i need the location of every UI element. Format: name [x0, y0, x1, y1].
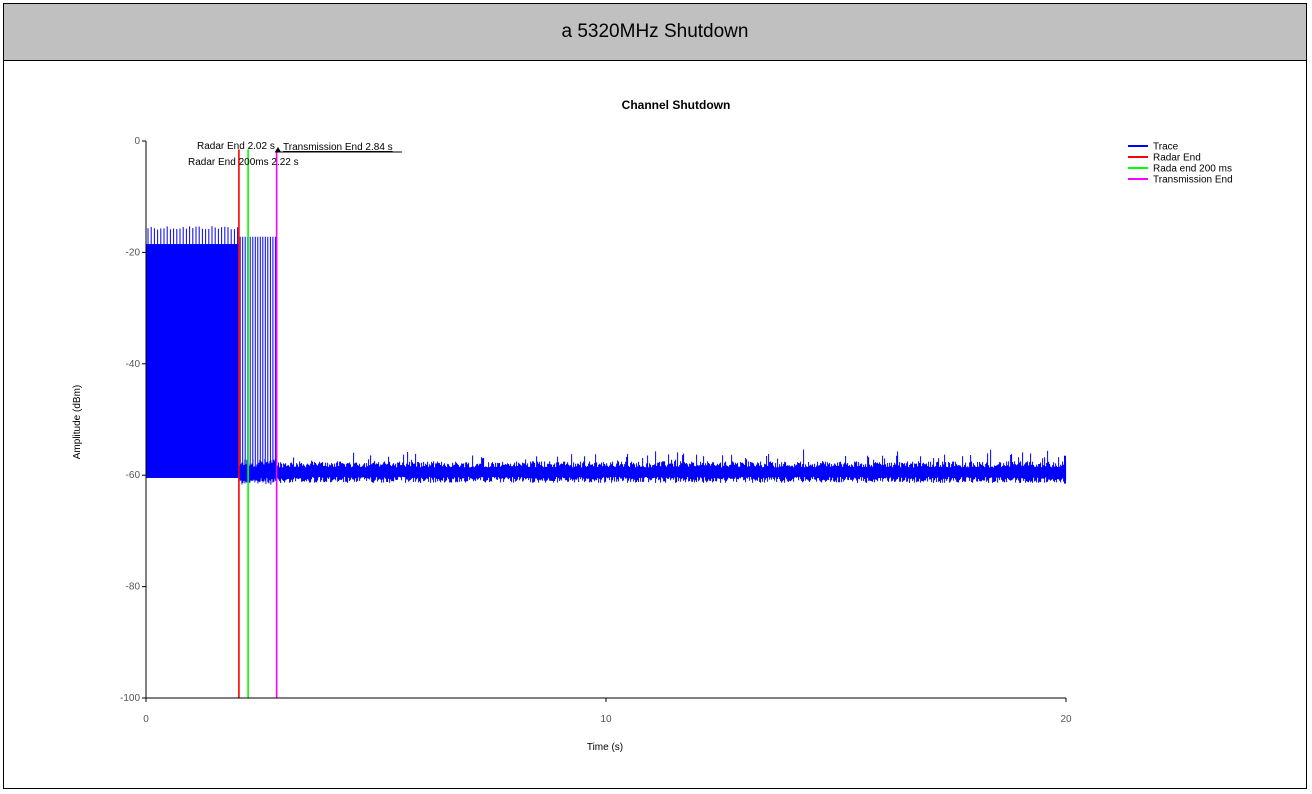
chart-area: Channel Shutdown Time (s) Amplitude (dBm… [4, 61, 1306, 790]
y-tick-label: 0 [134, 136, 140, 147]
annotation-transmission-end: Transmission End 2.84 s [283, 142, 393, 153]
y-tick-label: -100 [120, 693, 140, 704]
trace-burst-block [146, 244, 239, 478]
legend-label: Radar End [1153, 153, 1201, 164]
y-tick-label: -40 [126, 359, 141, 370]
x-tick-label: 10 [600, 714, 612, 725]
marker-lines [238, 149, 402, 698]
figure-header: a 5320MHz Shutdown [4, 4, 1306, 61]
figure-title: a 5320MHz Shutdown [561, 21, 749, 42]
figure-frame: a 5320MHz Shutdown Channel Shutdown Time… [3, 3, 1307, 789]
x-axis-label: Time (s) [587, 742, 623, 753]
legend-label: Trace [1153, 142, 1179, 153]
y-tick-label: -20 [126, 247, 141, 258]
y-axis-label: Amplitude (dBm) [72, 385, 83, 459]
annotation-radar-end: Radar End 2.02 s [197, 141, 275, 152]
annotation-pointer-triangle [275, 147, 281, 152]
y-tick-label: -80 [126, 582, 141, 593]
trace-line [147, 226, 1067, 485]
legend-label: Transmission End [1153, 175, 1233, 186]
annotation-radar-end-200ms: Radar End 200ms 2.22 s [188, 157, 299, 168]
x-tick-label: 0 [143, 714, 149, 725]
legend-label: Rada end 200 ms [1153, 164, 1232, 175]
chart-title: Channel Shutdown [622, 98, 731, 112]
trace-series [146, 226, 1067, 485]
x-tick-label: 20 [1060, 714, 1072, 725]
channel-shutdown-chart: Channel Shutdown Time (s) Amplitude (dBm… [72, 98, 1233, 753]
y-tick-label: -60 [126, 470, 141, 481]
